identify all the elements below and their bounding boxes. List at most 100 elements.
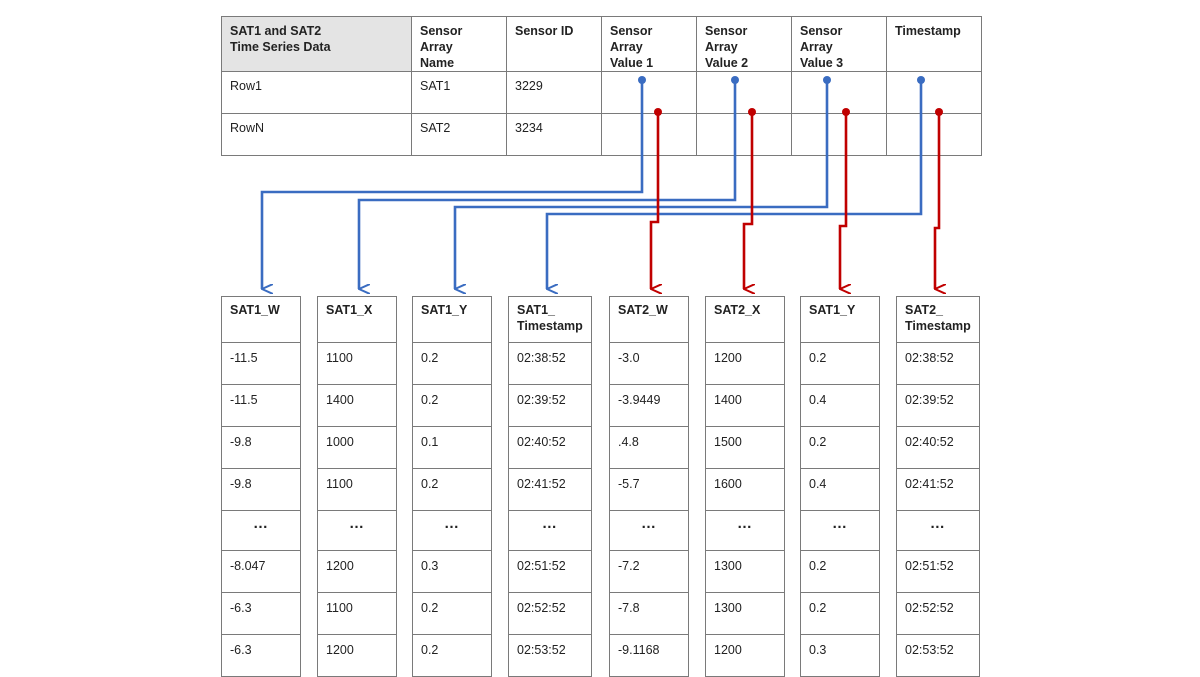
- value-cell: 02:53:52: [508, 634, 592, 677]
- source-table-header-row: SAT1 and SAT2 Time Series Data Sensor Ar…: [221, 16, 982, 72]
- table-row: 02:38:52: [896, 342, 980, 385]
- connector-arrows: [260, 76, 1200, 630]
- source-cell: [791, 113, 887, 156]
- connector-dot-icon: [823, 76, 831, 84]
- value-cell: 02:40:52: [508, 426, 592, 469]
- value-cell: 02:39:52: [896, 384, 980, 427]
- table-row: 1500: [705, 426, 785, 469]
- value-cell: -3.0: [609, 342, 689, 385]
- value-cell: -6.3: [221, 592, 301, 635]
- value-cell: 02:40:52: [896, 426, 980, 469]
- value-cell: 0.2: [412, 384, 492, 427]
- table-row: -9.8: [221, 426, 301, 469]
- value-cell: 1200: [317, 634, 397, 677]
- table-row: 0.1: [412, 426, 492, 469]
- table-row: 0.2: [412, 592, 492, 635]
- table-row: …: [412, 510, 492, 551]
- table-row: 02:40:52: [896, 426, 980, 469]
- table-row: 1100: [317, 592, 397, 635]
- source-cell: Row1: [221, 71, 412, 114]
- source-cell: 3234: [506, 113, 602, 156]
- table-row: 02:41:52: [508, 468, 592, 511]
- value-cell: 0.2: [800, 342, 880, 385]
- column-header: SAT2_X: [705, 296, 785, 343]
- table-row: 1600: [705, 468, 785, 511]
- ellipsis-cell: …: [412, 510, 492, 551]
- value-cell: 02:41:52: [508, 468, 592, 511]
- value-cell: 0.4: [800, 384, 880, 427]
- value-cell: 0.4: [800, 468, 880, 511]
- value-cell: 1200: [705, 634, 785, 677]
- source-cell: [601, 71, 697, 114]
- ellipsis-cell: …: [705, 510, 785, 551]
- column-table: SAT1_W -11.5 -11.5 -9.8 -9.8… -8.047 -6.3 -6.3: [221, 296, 301, 677]
- diagram: SAT1 and SAT2 Time Series Data Sensor Ar…: [221, 16, 1200, 677]
- connector-dot-icon: [935, 108, 943, 116]
- table-row: …: [508, 510, 592, 551]
- value-cell: 1300: [705, 550, 785, 593]
- ellipsis-cell: …: [896, 510, 980, 551]
- table-row: 02:38:52: [508, 342, 592, 385]
- source-cell: [886, 113, 982, 156]
- value-cell: 02:38:52: [508, 342, 592, 385]
- value-cell: 1500: [705, 426, 785, 469]
- value-cell: -9.8: [221, 426, 301, 469]
- source-cell: [886, 71, 982, 114]
- sat2-y-connector: [838, 112, 846, 289]
- column-header: SAT1_Y: [412, 296, 492, 343]
- value-cell: -11.5: [221, 384, 301, 427]
- table-row: 1300: [705, 592, 785, 635]
- source-cell: 3229: [506, 71, 602, 114]
- table-row: 1200: [317, 550, 397, 593]
- source-header-cell: Sensor Array Name: [411, 16, 507, 72]
- sat1-w-connector: [260, 80, 644, 289]
- value-cell: 1300: [705, 592, 785, 635]
- value-cell: 02:52:52: [508, 592, 592, 635]
- value-cell: 1100: [317, 592, 397, 635]
- value-cell: 0.1: [412, 426, 492, 469]
- value-cell: 0.2: [800, 550, 880, 593]
- source-table: SAT1 and SAT2 Time Series Data Sensor Ar…: [221, 16, 982, 156]
- column-table-header-row: SAT1_Y: [412, 296, 492, 343]
- table-row: 02:52:52: [508, 592, 592, 635]
- table-row: 0.4: [800, 384, 880, 427]
- connector-dot-icon: [731, 76, 739, 84]
- value-cell: 1100: [317, 468, 397, 511]
- source-header-cell: SAT1 and SAT2 Time Series Data: [221, 16, 412, 72]
- table-row: 0.3: [800, 634, 880, 677]
- value-cell: 1000: [317, 426, 397, 469]
- source-cell: [601, 113, 697, 156]
- column-header: SAT2_ Timestamp: [896, 296, 980, 343]
- column-table: SAT2_W -3.0 -3.9449.4.8 -5.7… -7.2 -7.8 -9.116…: [609, 296, 689, 677]
- table-row: -6.3: [221, 592, 301, 635]
- source-cell: RowN: [221, 113, 412, 156]
- column-table-header-row: SAT1_ Timestamp: [508, 296, 592, 343]
- table-row: 0.2: [800, 550, 880, 593]
- connector-dot-icon: [842, 108, 850, 116]
- value-cell: 02:39:52: [508, 384, 592, 427]
- table-row: 0.2: [412, 634, 492, 677]
- table-row: 02:52:52: [896, 592, 980, 635]
- table-row: …: [896, 510, 980, 551]
- connector-dot-icon: [748, 108, 756, 116]
- value-cell: 1600: [705, 468, 785, 511]
- column-header: SAT2_W: [609, 296, 689, 343]
- table-row: 02:39:52: [896, 384, 980, 427]
- value-cell: 0.3: [412, 550, 492, 593]
- table-row: -3.9449: [609, 384, 689, 427]
- table-row: 02:53:52: [896, 634, 980, 677]
- column-table-header-row: SAT2_X: [705, 296, 785, 343]
- sat1-timestamp-connector: [545, 80, 923, 289]
- source-cell: [696, 113, 792, 156]
- table-row: 02:40:52: [508, 426, 592, 469]
- table-row: -11.5: [221, 384, 301, 427]
- connector-dot-icon: [654, 108, 662, 116]
- sat1-y-connector: [453, 80, 829, 289]
- table-row: -9.1168: [609, 634, 689, 677]
- column-header: SAT1_X: [317, 296, 397, 343]
- table-row: 1100: [317, 342, 397, 385]
- value-cell: -6.3: [221, 634, 301, 677]
- value-cell: 1100: [317, 342, 397, 385]
- column-header: SAT1_W: [221, 296, 301, 343]
- value-cell: 02:38:52: [896, 342, 980, 385]
